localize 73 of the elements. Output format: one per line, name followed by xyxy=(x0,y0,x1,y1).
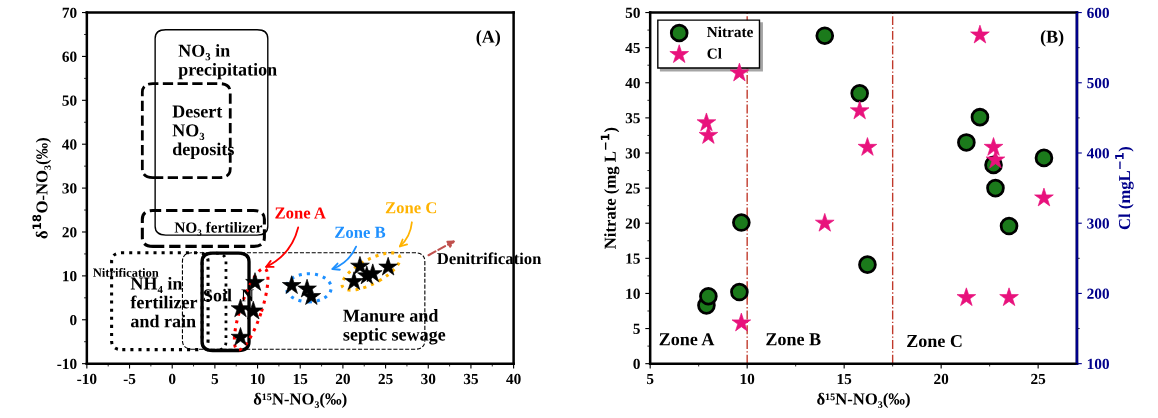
y-tick-label: 5 xyxy=(633,323,640,334)
x-tick-label: -5 xyxy=(123,373,136,385)
y-tick-label: 30 xyxy=(62,183,77,194)
x-tick-label: 10 xyxy=(740,373,755,385)
y2-tick-label: 400 xyxy=(1086,148,1109,159)
annotation: Zone C xyxy=(907,334,962,348)
x-tick-label: 10 xyxy=(251,373,265,385)
y-tick-label: -10 xyxy=(57,358,77,370)
y-tick-label: 10 xyxy=(63,271,77,282)
y2-tick-label: 500 xyxy=(1087,77,1109,89)
legend-label: Cl xyxy=(707,47,722,59)
x-axis-title: δ¹⁵N-NO₃(‰) xyxy=(817,392,910,408)
annotation: Zone B xyxy=(766,333,821,346)
x-tick-label: 0 xyxy=(168,373,176,385)
point xyxy=(699,286,718,306)
y-tick-label: 20 xyxy=(62,227,77,238)
y-tick-label: 50 xyxy=(625,7,640,18)
point xyxy=(858,255,877,274)
x-tick-label: 5 xyxy=(211,373,219,385)
y2-tick-label: 200 xyxy=(1087,288,1109,299)
y-tick-label: 70 xyxy=(62,7,77,18)
point xyxy=(986,178,1005,198)
y-tick-label: 30 xyxy=(625,148,640,159)
annotation: Nitrification xyxy=(93,267,159,277)
y-tick-label: 45 xyxy=(625,42,640,54)
y-tick-label: 25 xyxy=(625,183,640,194)
annotation: Zone C xyxy=(385,202,437,214)
point xyxy=(1034,148,1054,168)
annotation: Manure and septic sewage xyxy=(343,309,446,345)
y-tick-label: 40 xyxy=(62,139,77,150)
y-tick-label: 35 xyxy=(625,113,640,124)
x-tick-label: 25 xyxy=(1031,373,1046,385)
x-tick-label: 15 xyxy=(293,373,308,385)
annotation: NH₄ in fertilizer and rain xyxy=(130,276,198,328)
annotation: Zone B xyxy=(335,226,386,238)
point xyxy=(730,282,749,302)
x-tick-label: 5 xyxy=(646,373,654,385)
y-tick-label: 0 xyxy=(70,314,77,326)
y-tick-label: 60 xyxy=(62,51,77,62)
text: (B) xyxy=(1040,30,1064,47)
point xyxy=(732,213,751,232)
x-tick-label: 15 xyxy=(837,373,852,385)
point xyxy=(815,26,835,46)
x-tick-label: 40 xyxy=(506,373,521,385)
point xyxy=(999,216,1019,236)
x-axis-title: δ¹⁵N-NO₃(‰) xyxy=(253,392,347,408)
x-tick-label: 25 xyxy=(378,373,393,385)
annotation: Desert NO₃ deposits xyxy=(172,105,234,159)
y-tick-label: 20 xyxy=(625,218,640,229)
y2-tick-label: 300 xyxy=(1087,218,1109,229)
y-tick-label: 50 xyxy=(62,95,77,106)
y-tick-label: 0 xyxy=(633,358,640,370)
point xyxy=(850,83,869,103)
legend-label: Nitrate xyxy=(707,26,753,38)
x-tick-label: -10 xyxy=(77,373,97,385)
y-tick-label: 10 xyxy=(626,288,640,299)
y-tick-label: 40 xyxy=(625,77,640,89)
annotation: Zone A xyxy=(659,333,715,346)
y-axis-title: Nitrate (mg L$^{−1}$) xyxy=(600,127,620,249)
y2-tick-label: 100 xyxy=(1087,358,1109,370)
y-tick-label: 15 xyxy=(626,253,640,264)
point xyxy=(970,107,990,127)
annotation: NO₃ fertilizer xyxy=(174,221,263,236)
x-tick-label: 30 xyxy=(421,373,436,385)
x-tick-label: 35 xyxy=(463,373,479,385)
point xyxy=(957,133,976,152)
x-tick-label: 20 xyxy=(335,373,350,385)
y2-tick-label: 600 xyxy=(1087,7,1109,18)
text: (A) xyxy=(476,30,501,47)
annotation: Zone A xyxy=(275,207,326,219)
y2-axis-title: Cl (mgL$^{−1}$) xyxy=(1115,146,1134,230)
y-axis-title: δ$^{18}$O-NO₃(‰) xyxy=(32,137,51,239)
x-tick-label: 20 xyxy=(934,373,949,385)
